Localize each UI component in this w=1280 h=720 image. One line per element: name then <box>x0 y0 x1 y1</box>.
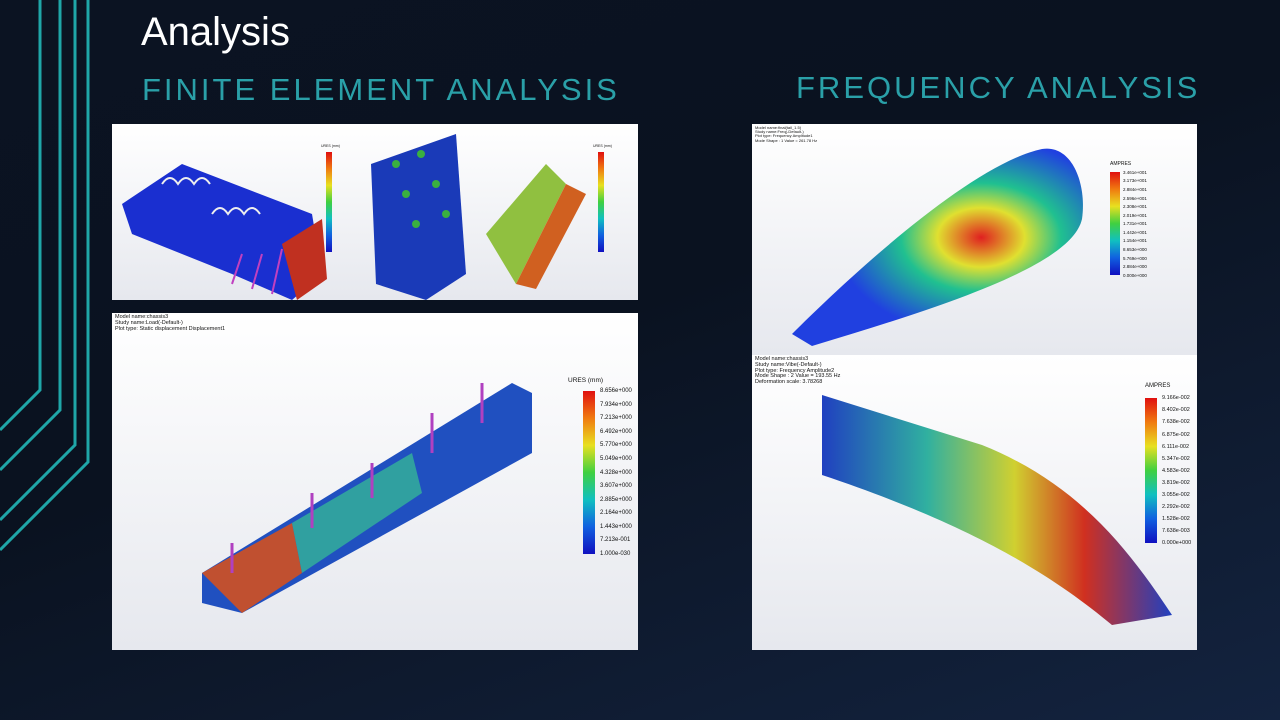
title: Analysis <box>141 10 290 54</box>
legend-label: 3.461e+001 <box>1123 169 1147 175</box>
sim-image: URES (mm) <box>366 124 638 300</box>
legend-title: AMPRES <box>1110 161 1132 167</box>
plot-info: Model name:chassis3 Study name:Load(-Defa… <box>115 314 226 332</box>
legend-label: 5.769e+000 <box>1123 255 1147 261</box>
legend-label: 7.638e-002 <box>1162 419 1190 426</box>
plot-info: Model name:final(tail_1.5) Study name:Fre… <box>755 125 818 143</box>
info-line: Mode Shape : 2 Value = 193.55 Hz <box>755 373 841 380</box>
legend-label: 3.607e+000 <box>600 483 632 490</box>
legend-label: 3.819e-002 <box>1162 479 1190 486</box>
info-line: Model name:final(tail_1.5) <box>755 125 802 130</box>
legend-label: 7.213e+000 <box>600 415 632 422</box>
legend-label: 1.000e-030 <box>600 551 631 557</box>
section-title: FINITE ELEMENT ANALYSIS <box>142 72 620 107</box>
legend-label: 7.213e-001 <box>600 537 631 544</box>
legend-label: 7.934e+000 <box>600 401 632 408</box>
info-line: Study name:Vibe(-Default-) <box>755 361 822 368</box>
info-line: Study name:Load(-Default-) <box>115 319 183 326</box>
plot-info: Model name:chassis3 Study name:Vibe(-Defa… <box>755 356 841 386</box>
legend-label: 5.347e-002 <box>1162 455 1190 462</box>
legend-label: 1.443e+000 <box>600 523 632 530</box>
legend-title: AMPRES <box>1145 383 1171 389</box>
legend-label: 2.019e+001 <box>1123 212 1147 218</box>
legend-label: 6.875e-002 <box>1162 431 1190 438</box>
legend-label: 3.055e-002 <box>1162 491 1190 498</box>
legend-label: 5.770e+000 <box>600 442 632 449</box>
legend-label: 0.000e+000 <box>1162 540 1192 547</box>
legend-label: 2.885e+000 <box>600 496 632 503</box>
legend-label: 1.731e+001 <box>1123 221 1147 227</box>
legend-title: URES (mm) <box>568 377 604 384</box>
sim-image: URES (mm) <box>112 124 366 300</box>
color-bar <box>1110 172 1120 275</box>
legend-label: 1.528e-002 <box>1162 516 1190 523</box>
color-bar <box>598 152 604 252</box>
legend-label: 6.492e+000 <box>600 428 632 435</box>
info-line: Study name:Freq(-Default-) <box>755 129 804 135</box>
legend-label: 2.884e+001 <box>1123 186 1147 192</box>
info-line: Plot type: Frequency Amplitude2 <box>755 367 835 374</box>
legend-label: 2.292e-002 <box>1162 504 1190 510</box>
legend-label: 1.154e+001 <box>1123 238 1147 244</box>
sim-image: Model name:chassis3 Study name:Load(-Defa… <box>112 313 638 650</box>
legend-label: 3.173e+001 <box>1123 178 1147 184</box>
section-title: FREQUENCY ANALYSIS <box>796 70 1201 105</box>
sim-image: Model name:chassis3 Study name:Vibe(-Defa… <box>752 355 1197 650</box>
info-line: Deformation scale: 3.78268 <box>755 379 823 386</box>
legend-label: 9.166e-002 <box>1162 395 1190 402</box>
info-line: Model name:chassis3 <box>115 314 169 320</box>
legend-label: 2.596e+001 <box>1123 195 1147 201</box>
legend-label: 1.442e+001 <box>1123 229 1147 235</box>
legend-label: 4.583e-002 <box>1162 467 1190 474</box>
legend-label: 8.653e+000 <box>1123 247 1147 252</box>
info-line: Plot type: Static displacement Displacem… <box>115 325 226 332</box>
sim-image: Model name:final(tail_1.5) Study name:Fre… <box>752 124 1197 355</box>
legend-label: 6.111e-002 <box>1162 443 1190 450</box>
color-bar <box>326 152 332 252</box>
color-bar <box>583 391 595 554</box>
color-bar <box>1145 398 1157 543</box>
legend-label: 5.049e+000 <box>600 455 632 462</box>
legend-label: 2.884e+000 <box>1123 264 1147 270</box>
decor-lines <box>0 0 90 552</box>
legend-label: 4.328e+000 <box>600 469 632 476</box>
info-line: Mode Shape : 1 Value = 261.78 Hz <box>755 137 818 143</box>
legend-label: 7.638e-003 <box>1162 528 1190 535</box>
legend-title: URES (mm) <box>321 144 340 148</box>
legend-label: 2.164e+000 <box>600 510 632 517</box>
legend-label: 2.308e+001 <box>1123 204 1147 210</box>
legend-label: 0.000e+000 <box>1123 272 1147 278</box>
info-line: Plot type: Frequency Amplitude1 <box>755 133 813 139</box>
legend-title: URES (mm) <box>593 144 612 148</box>
legend-label: 8.402e-002 <box>1162 407 1190 414</box>
legend-label: 8.656e+000 <box>600 388 632 394</box>
info-line: Model name:chassis3 <box>755 356 809 362</box>
